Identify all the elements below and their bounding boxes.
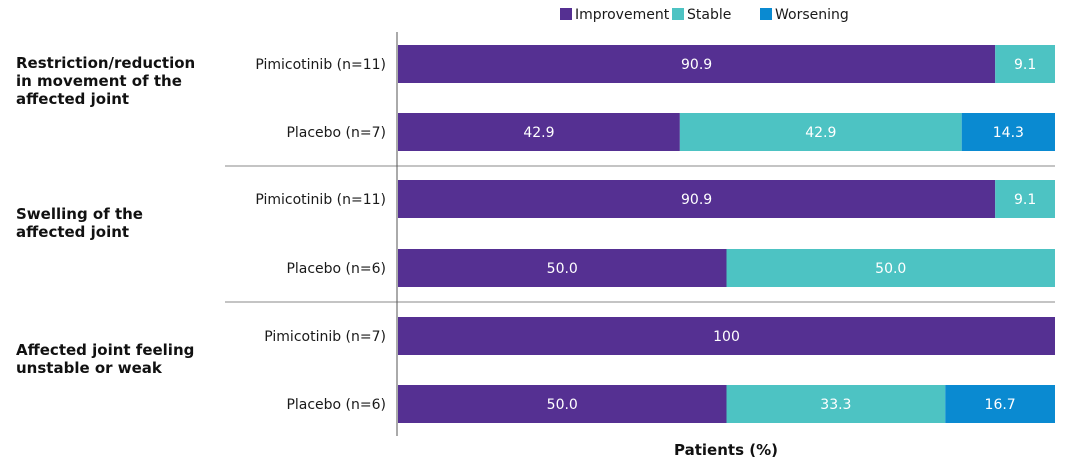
legend-swatch-improvement: [560, 8, 572, 20]
row-label: Placebo (n=7): [286, 125, 386, 141]
data-label: 42.9: [805, 125, 836, 141]
bar-segment-worsening: [961, 113, 1055, 151]
legend-label-worsening: Worsening: [775, 7, 849, 23]
bar-segment-improvement: [398, 180, 996, 218]
data-label: 16.7: [985, 397, 1016, 413]
group-label-line: in movement of the: [16, 72, 182, 90]
group-label-line: unstable or weak: [16, 359, 163, 377]
legend-label-stable: Stable: [687, 7, 731, 23]
legend-label-improvement: Improvement: [575, 7, 670, 23]
data-label: 9.1: [1014, 57, 1036, 73]
group-label-line: affected joint: [16, 223, 129, 241]
row-label: Pimicotinib (n=7): [264, 329, 386, 345]
group-label-line: Affected joint feeling: [16, 341, 194, 359]
data-label: 14.3: [993, 125, 1024, 141]
data-label: 9.1: [1014, 192, 1036, 208]
x-axis-title: Patients (%): [674, 441, 778, 459]
group-separators: [225, 165, 1055, 303]
bar-segment-improvement: [398, 385, 727, 423]
chart-legend: Improvement Stable Worsening: [560, 7, 849, 23]
data-label: 90.9: [681, 57, 712, 73]
data-label: 50.0: [547, 261, 578, 277]
bar-segment-stable: [995, 180, 1055, 218]
data-label: 42.9: [523, 125, 554, 141]
bar-segment-improvement: [398, 317, 1055, 355]
row-label: Pimicotinib (n=11): [255, 57, 386, 73]
bar-segment-improvement: [398, 249, 727, 287]
data-label: 50.0: [547, 397, 578, 413]
bar-segment-improvement: [398, 113, 680, 151]
row-labels: Pimicotinib (n=11) Placebo (n=7) Pimicotin…: [255, 57, 386, 413]
bar-segment-stable: [726, 249, 1055, 287]
group-label-line: affected joint: [16, 90, 129, 108]
data-label: 50.0: [875, 261, 906, 277]
bar-segment-worsening: [945, 385, 1055, 423]
data-label: 33.3: [820, 397, 851, 413]
bar-segment-stable: [679, 113, 962, 151]
bars: 90.9 9.1 42.9 42.9 14.3 90.9 9.1 50.0 50.0 100 50.…: [398, 45, 1055, 423]
group-label-line: Swelling of the: [16, 205, 143, 223]
row-label: Placebo (n=6): [286, 261, 386, 277]
legend-swatch-stable: [672, 8, 684, 20]
group-label-line: Restriction/reduction: [16, 54, 195, 72]
bar-segment-stable: [726, 385, 946, 423]
legend-swatch-worsening: [760, 8, 772, 20]
row-label: Pimicotinib (n=11): [255, 192, 386, 208]
data-label: 100: [713, 329, 740, 345]
bar-segment-improvement: [398, 45, 996, 83]
data-label: 90.9: [681, 192, 712, 208]
row-label: Placebo (n=6): [286, 397, 386, 413]
bar-segment-stable: [995, 45, 1055, 83]
